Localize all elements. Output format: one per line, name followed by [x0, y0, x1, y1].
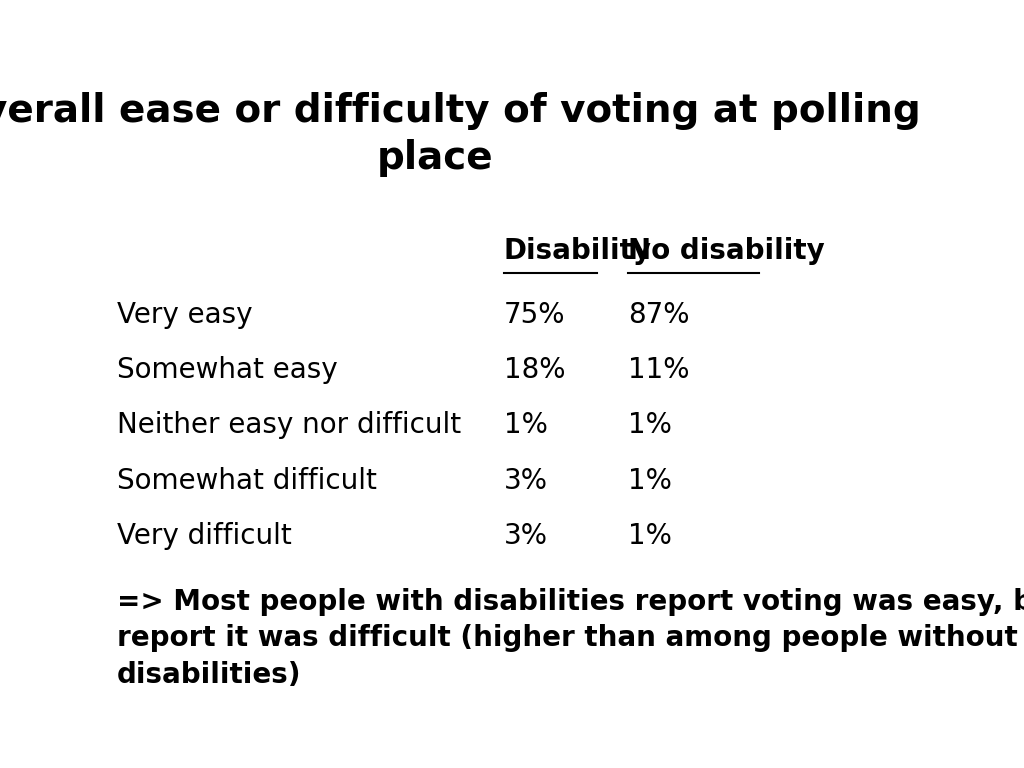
Text: Very easy: Very easy [117, 301, 252, 329]
Text: 1%: 1% [628, 522, 672, 550]
Text: Overall ease or difficulty of voting at polling
place: Overall ease or difficulty of voting at … [0, 92, 921, 177]
Text: => Most people with disabilities report voting was easy, but 6%
report it was di: => Most people with disabilities report … [117, 588, 1024, 689]
Text: 1%: 1% [628, 467, 672, 495]
Text: 3%: 3% [504, 522, 548, 550]
Text: No disability: No disability [628, 237, 824, 265]
Text: 75%: 75% [504, 301, 565, 329]
Text: 1%: 1% [504, 412, 548, 439]
Text: 1%: 1% [628, 412, 672, 439]
Text: 3%: 3% [504, 467, 548, 495]
Text: 87%: 87% [628, 301, 689, 329]
Text: Very difficult: Very difficult [117, 522, 292, 550]
Text: 18%: 18% [504, 356, 565, 384]
Text: Disability: Disability [504, 237, 651, 265]
Text: Somewhat difficult: Somewhat difficult [117, 467, 377, 495]
Text: Somewhat easy: Somewhat easy [117, 356, 337, 384]
Text: Neither easy nor difficult: Neither easy nor difficult [117, 412, 461, 439]
Text: 11%: 11% [628, 356, 689, 384]
